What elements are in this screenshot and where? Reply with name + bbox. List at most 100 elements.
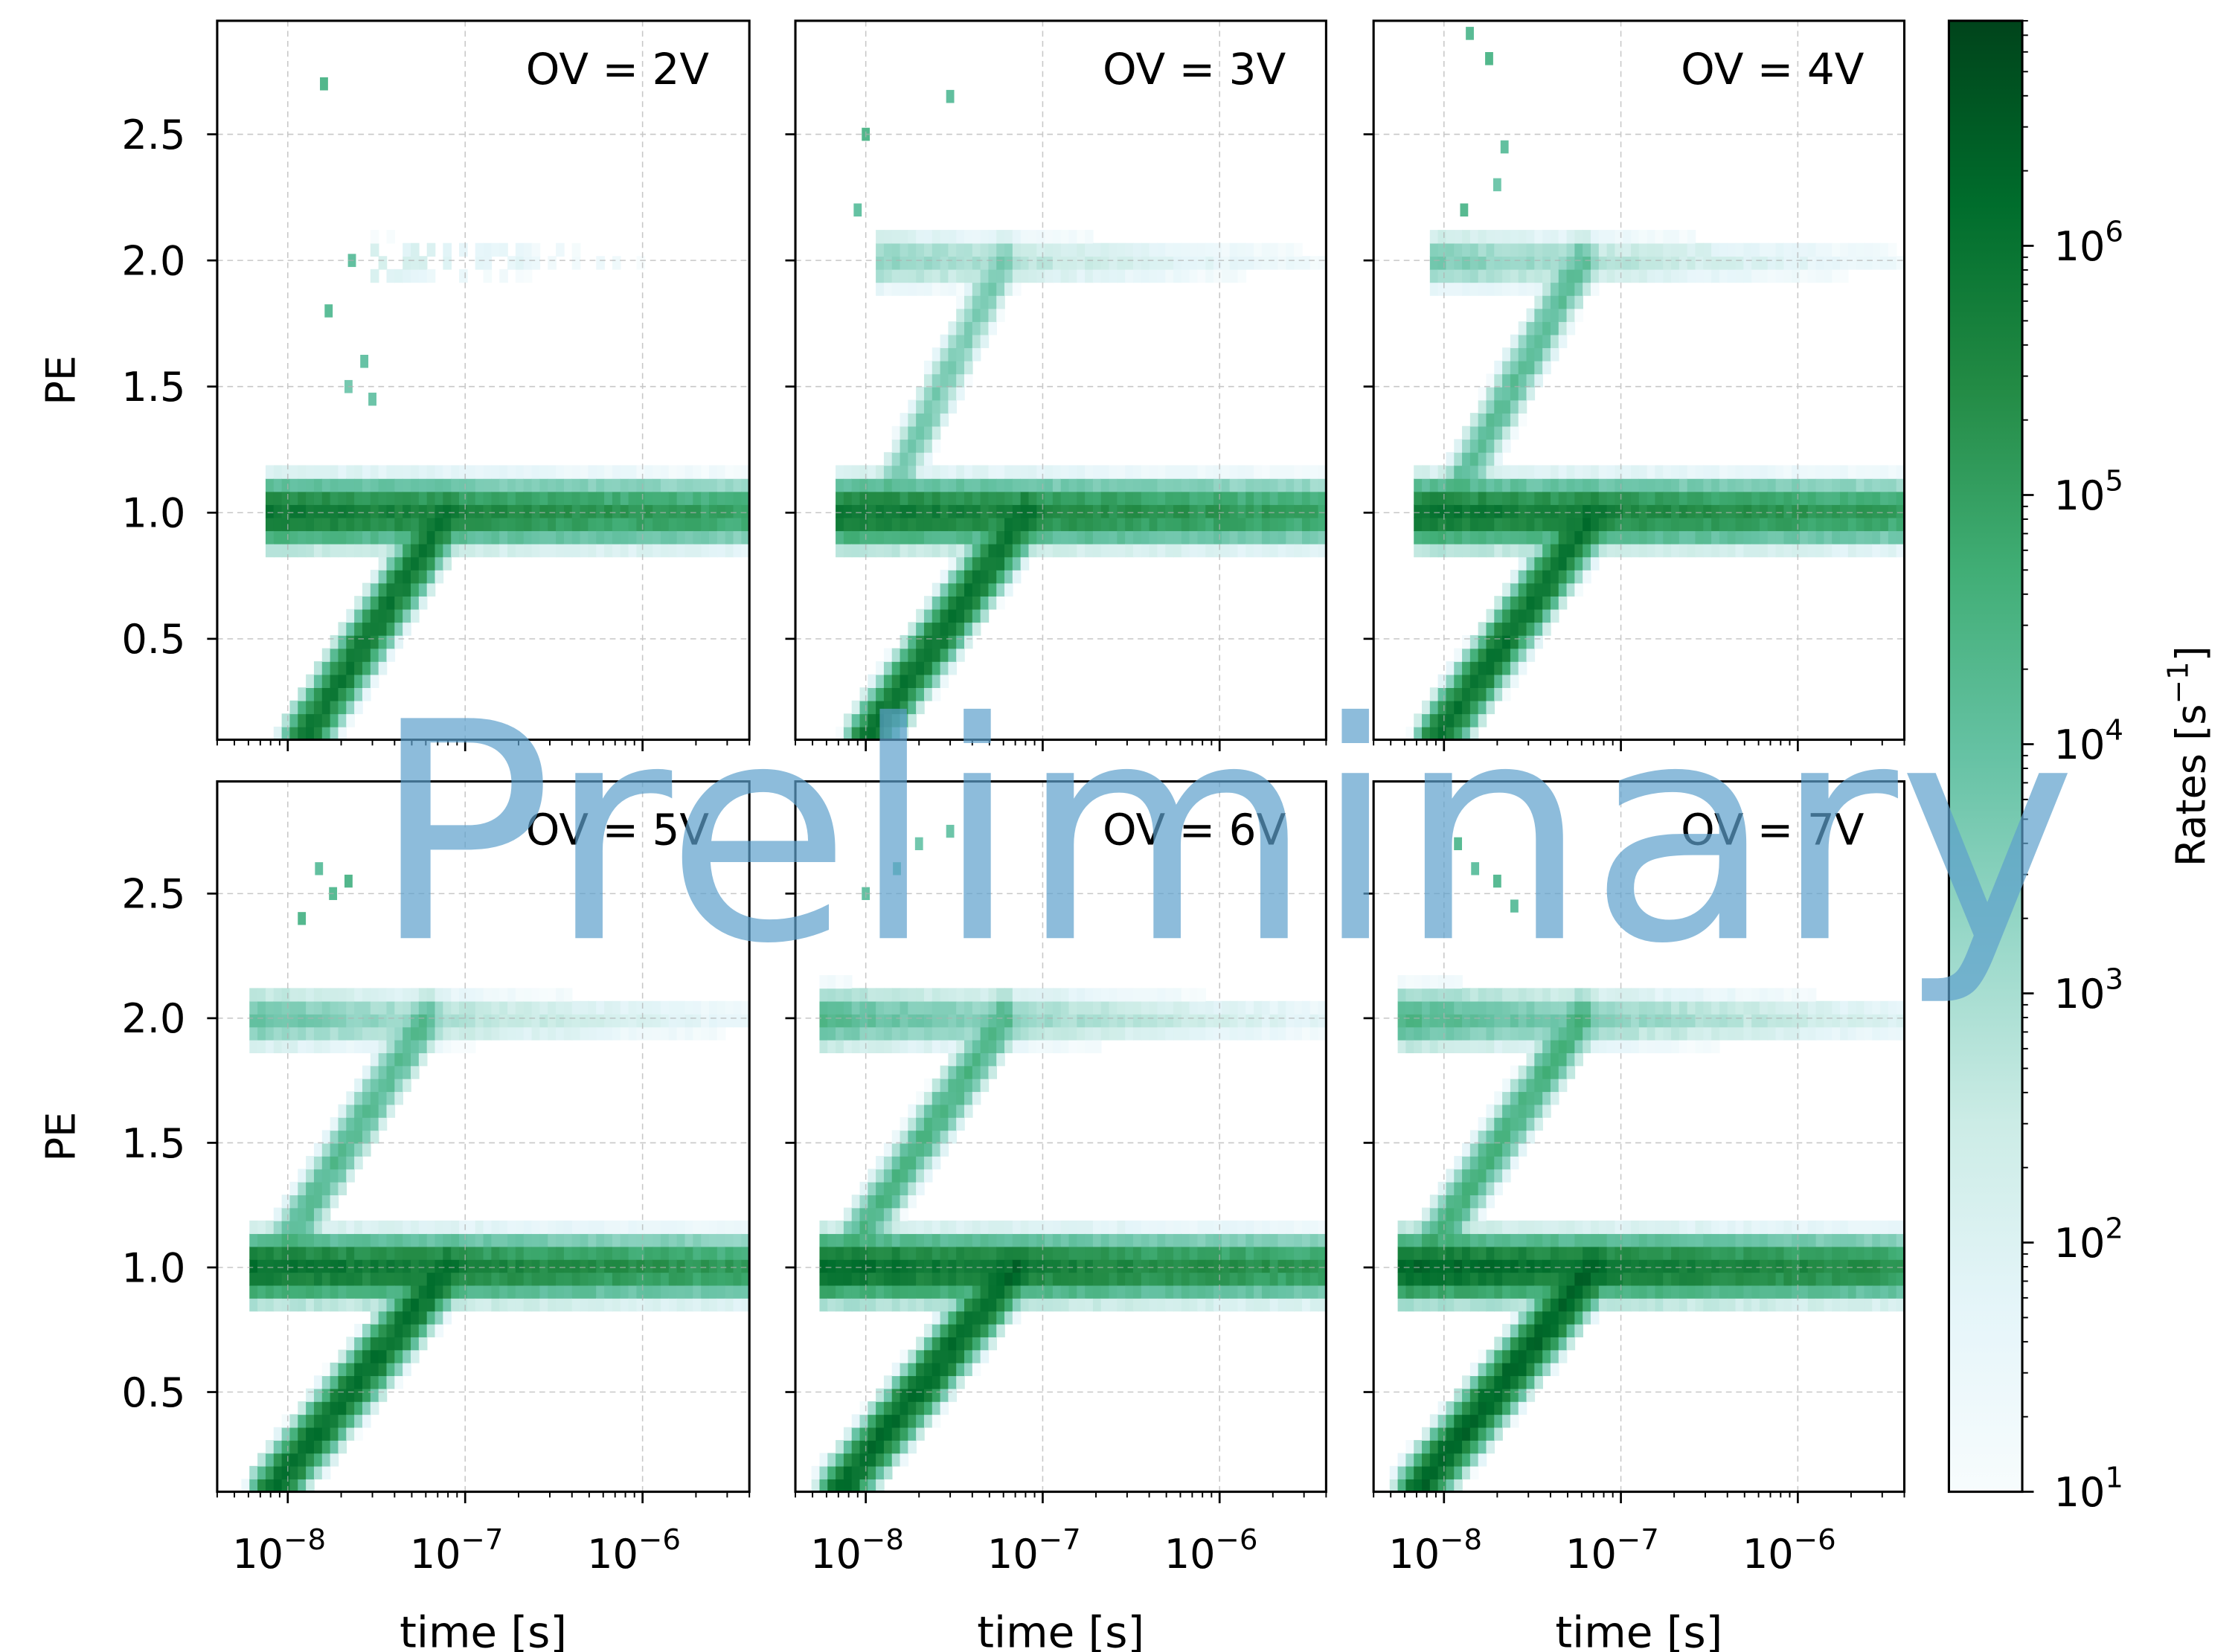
heatmap-cell xyxy=(1469,478,1479,492)
heatmap-cell xyxy=(1429,713,1439,727)
heatmap-cell xyxy=(596,491,605,505)
heatmap-cell xyxy=(1077,256,1086,270)
heatmap-cell xyxy=(289,1427,299,1441)
heatmap-cell xyxy=(362,1259,371,1273)
heatmap-cell xyxy=(548,478,557,492)
heatmap-cell xyxy=(1229,269,1239,283)
heatmap-cell xyxy=(900,491,909,505)
heatmap-cell xyxy=(1004,1259,1013,1273)
heatmap-cell xyxy=(523,988,533,1002)
heatmap-cell xyxy=(940,282,949,296)
heatmap-cell xyxy=(1068,517,1078,532)
heatmap-cell xyxy=(298,517,307,532)
heatmap-cell xyxy=(378,648,388,662)
heatmap-cell xyxy=(588,1246,597,1260)
heatmap-cell xyxy=(1141,1026,1150,1041)
heatmap-cell xyxy=(1221,1246,1231,1260)
heatmap-cell xyxy=(891,1375,901,1389)
heatmap-cell xyxy=(1486,1375,1495,1389)
heatmap-cell xyxy=(1469,543,1479,558)
heatmap-cell xyxy=(923,1000,933,1015)
heatmap-cell xyxy=(580,465,589,479)
heatmap-cell xyxy=(475,256,484,270)
heatmap-cell xyxy=(1004,1298,1013,1312)
heatmap-cell xyxy=(980,1065,990,1079)
heatmap-cell xyxy=(836,1014,844,1028)
heatmap-cell xyxy=(1526,596,1536,610)
heatmap-cell xyxy=(827,988,836,1002)
heatmap-cell xyxy=(1294,504,1303,518)
heatmap-cell xyxy=(1486,1014,1495,1028)
heatmap-cell xyxy=(1301,256,1311,270)
heatmap-cell xyxy=(684,1285,694,1299)
heatmap-cell xyxy=(923,1246,933,1260)
heatmap-cell xyxy=(1534,543,1543,558)
heatmap-cell xyxy=(273,478,283,492)
heatmap-cell xyxy=(306,1259,315,1273)
heatmap-cell xyxy=(964,988,973,1002)
heatmap-cell xyxy=(693,1026,702,1041)
heatmap-cell xyxy=(1077,1272,1086,1286)
heatmap-cell xyxy=(1004,465,1013,479)
heatmap-cell xyxy=(1478,517,1487,532)
heatmap-cell xyxy=(1486,413,1495,427)
heatmap-cell xyxy=(1566,256,1576,270)
heatmap-cell xyxy=(1542,1285,1551,1299)
heatmap-cell xyxy=(1663,517,1672,532)
heatmap-cell xyxy=(563,543,573,558)
heatmap-cell xyxy=(859,1246,869,1260)
heatmap-cell xyxy=(426,988,436,1002)
heatmap-cell xyxy=(1205,543,1214,558)
heatmap-cell xyxy=(394,988,403,1002)
heatmap-cell xyxy=(499,517,508,532)
heatmap-cell xyxy=(948,1233,957,1247)
heatmap-cell xyxy=(1792,543,1801,558)
heatmap-cell xyxy=(1518,413,1527,427)
heatmap-cell xyxy=(386,1220,396,1235)
heatmap-cell xyxy=(1486,282,1495,296)
heatmap-cell xyxy=(539,1014,549,1028)
heatmap-cell xyxy=(1422,713,1431,727)
heatmap-cell xyxy=(1583,530,1591,544)
heatmap-cell xyxy=(891,530,901,544)
heatmap-cell xyxy=(571,256,581,270)
heatmap-cell xyxy=(1261,1233,1271,1247)
heatmap-cell xyxy=(1092,465,1102,479)
heatmap-cell xyxy=(443,1026,452,1041)
heatmap-cell xyxy=(1623,269,1632,283)
heatmap-cell xyxy=(1775,530,1785,544)
heatmap-cell xyxy=(1486,425,1495,440)
heatmap-cell xyxy=(1446,530,1455,544)
heatmap-cell xyxy=(1221,504,1231,518)
heatmap-cell xyxy=(435,988,444,1002)
heatmap-cell xyxy=(1085,988,1094,1002)
heatmap-cell xyxy=(868,1285,876,1299)
heatmap-cell xyxy=(1100,530,1110,544)
heatmap-outlier-cell xyxy=(914,837,923,851)
heatmap-cell xyxy=(883,543,893,558)
heatmap-cell xyxy=(1157,543,1166,558)
heatmap-cell xyxy=(916,413,925,427)
heatmap-cell xyxy=(1469,242,1479,257)
heatmap-cell xyxy=(1494,1142,1503,1157)
heatmap-cell xyxy=(932,1349,941,1363)
heatmap-cell xyxy=(1092,269,1102,283)
heatmap-cell xyxy=(1261,1246,1271,1260)
heatmap-cell xyxy=(1173,1233,1182,1247)
heatmap-cell xyxy=(1036,465,1045,479)
heatmap-cell xyxy=(596,256,605,270)
heatmap-cell xyxy=(1847,504,1857,518)
heatmap-cell xyxy=(1534,1323,1543,1337)
heatmap-cell xyxy=(306,1401,315,1415)
heatmap-cell xyxy=(273,530,283,544)
heatmap-cell xyxy=(843,1465,853,1479)
heatmap-cell xyxy=(988,543,998,558)
heatmap-cell xyxy=(1197,1285,1207,1299)
heatmap-cell xyxy=(483,478,493,492)
heatmap-cell xyxy=(370,1039,379,1053)
heatmap-cell xyxy=(843,517,853,532)
heatmap-cell xyxy=(653,491,661,505)
heatmap-cell xyxy=(1068,1039,1078,1053)
heatmap-cell xyxy=(1478,425,1487,440)
heatmap-cell xyxy=(1469,1440,1479,1454)
